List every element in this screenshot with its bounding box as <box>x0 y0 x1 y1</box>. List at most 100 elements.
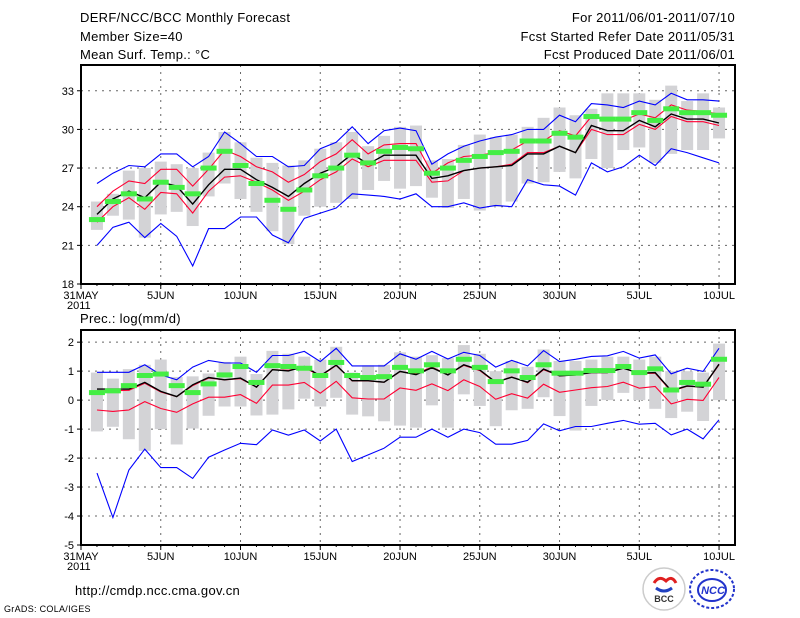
green-marker <box>248 379 265 385</box>
green-marker <box>248 181 265 187</box>
chart-panel-temperature: 18 21 24 27 30 33 31MAY 5JUN 10JUN 15JUN 20JUN 25JU… <box>62 64 736 312</box>
green-marker <box>695 110 712 116</box>
x-tick-label: 31MAY <box>63 551 99 563</box>
website-url[interactable]: http://cmdp.ncc.cma.gov.cn <box>75 583 241 598</box>
green-marker <box>487 379 504 385</box>
figure-title: DERF/NCC/BCC Monthly Forecast <box>80 10 291 25</box>
green-marker <box>360 375 377 381</box>
green-marker <box>407 368 424 374</box>
green-marker <box>312 372 329 378</box>
x-tick-label: 30JUN <box>543 290 577 302</box>
ensemble-box <box>378 135 391 181</box>
ensemble-box <box>234 356 247 407</box>
green-marker <box>519 138 536 144</box>
ensemble-box <box>154 161 167 215</box>
series-line-lower <box>96 115 720 223</box>
green-marker <box>328 165 345 171</box>
y-tick-label: 1 <box>68 366 74 378</box>
y-tick-label: -2 <box>64 453 74 465</box>
green-marker <box>152 371 169 377</box>
ensemble-box <box>394 126 407 189</box>
ncc-logo-text: NCC <box>701 585 726 597</box>
ensemble-box <box>90 201 103 230</box>
member-size: Member Size=40 <box>80 29 183 44</box>
x-tick-label: 5JUN <box>147 290 175 302</box>
green-marker <box>312 173 329 179</box>
x-tick-label: 20JUN <box>383 290 417 302</box>
ensemble-box <box>521 366 534 409</box>
ensemble-box <box>266 162 279 232</box>
green-marker <box>152 179 169 185</box>
green-marker <box>567 370 584 376</box>
green-marker <box>487 150 504 156</box>
green-marker <box>647 366 664 372</box>
ensemble-box <box>585 359 598 406</box>
green-marker <box>583 114 600 120</box>
ensemble-box <box>441 358 454 428</box>
ensemble-box <box>298 356 311 399</box>
green-marker <box>184 390 201 396</box>
y-tick-label: -4 <box>64 511 74 523</box>
green-marker <box>136 372 153 378</box>
green-marker <box>168 184 185 190</box>
green-marker <box>344 372 361 378</box>
ensemble-box <box>537 117 550 183</box>
green-marker <box>711 356 728 362</box>
green-marker <box>583 368 600 374</box>
ensemble-box <box>585 108 598 160</box>
green-marker <box>88 217 105 223</box>
green-marker <box>423 362 440 368</box>
ensemble-box <box>569 361 582 431</box>
ensemble-box <box>473 353 486 406</box>
x-tick-label: 5JUN <box>147 551 175 563</box>
green-marker <box>695 381 712 387</box>
green-marker <box>376 148 393 154</box>
ensemble-box <box>633 359 646 401</box>
green-marker <box>455 356 472 362</box>
green-marker <box>647 117 664 123</box>
series-line-lower <box>96 377 720 413</box>
green-marker <box>567 134 584 140</box>
green-marker <box>711 112 728 118</box>
y-tick-label: 2 <box>68 337 74 349</box>
ensemble-box <box>218 131 231 184</box>
green-marker <box>264 197 281 203</box>
x-tick-label: 20JUN <box>383 551 417 563</box>
green-marker <box>663 106 680 112</box>
ensemble-box <box>378 364 391 422</box>
green-marker <box>216 372 233 378</box>
green-marker <box>280 364 297 370</box>
grads-credit: GrADS: COLA/IGES <box>4 604 91 614</box>
ensemble-box <box>394 352 407 426</box>
x-tick-label: 31MAY <box>63 290 99 302</box>
green-marker <box>679 110 696 116</box>
plot-frame <box>80 64 736 285</box>
chart-panel-precipitation: -5 -4 -3 -2 -1 0 1 2 31MAY 5JUN 10JUN 15JUN 20JUN 25J… <box>63 329 736 573</box>
ensemble-box <box>346 131 359 199</box>
x-tick-label: 15JUN <box>303 290 337 302</box>
ensemble-box <box>138 364 151 451</box>
ensemble-box <box>362 365 375 417</box>
ensemble-box <box>154 359 167 430</box>
variable-label: Mean Surf. Temp.: °C <box>80 47 211 62</box>
green-marker <box>599 368 616 374</box>
ensemble-box <box>681 371 694 412</box>
green-marker <box>423 170 440 176</box>
green-marker <box>344 152 361 158</box>
green-marker <box>120 383 137 389</box>
ensemble-box <box>122 369 135 440</box>
green-marker <box>200 165 217 171</box>
green-marker <box>392 144 409 150</box>
ensemble-box <box>234 142 247 199</box>
y-tick-label: -1 <box>64 424 74 436</box>
bcc-logo-text: BCC <box>654 594 674 604</box>
ensemble-box <box>330 142 343 203</box>
y-tick-label: 27 <box>62 163 74 175</box>
x-tick-label: 15JUN <box>303 551 337 563</box>
x-tick-label: 10JUL <box>703 551 735 563</box>
x-tick-label: 30JUN <box>543 551 577 563</box>
ensemble-box <box>665 85 678 154</box>
series-line-min <box>96 419 720 520</box>
green-marker <box>104 199 121 205</box>
